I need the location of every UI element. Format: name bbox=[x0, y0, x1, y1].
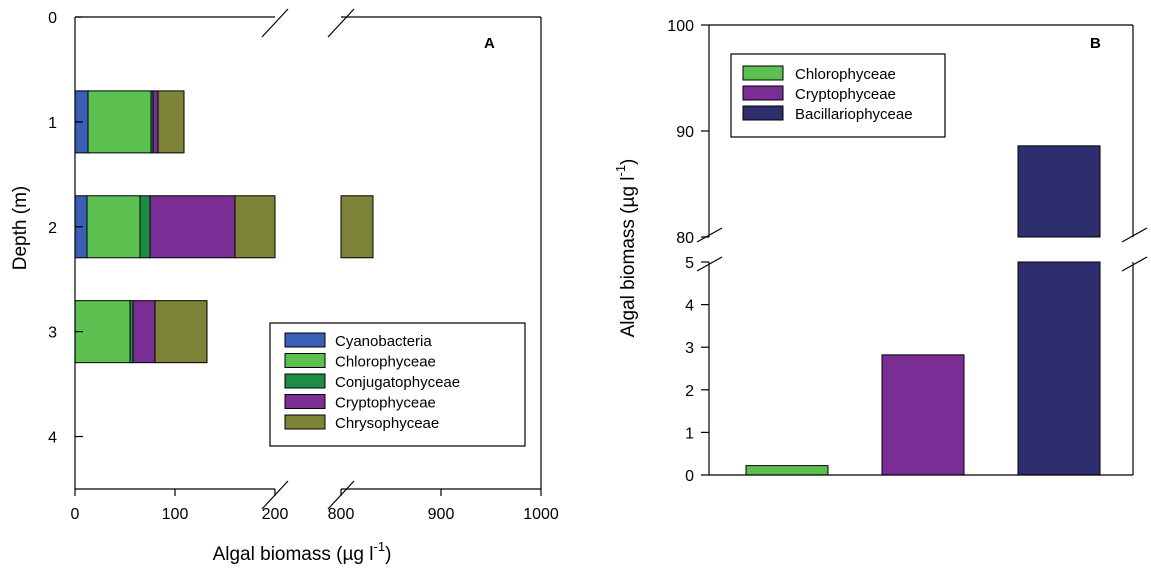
y-tick-label: 1 bbox=[685, 425, 694, 442]
axis-break-mark bbox=[1121, 256, 1148, 272]
y-tick-label: 3 bbox=[685, 340, 694, 357]
panel-b-y-axis-label: Algal biomass (µg l-1) bbox=[613, 159, 639, 338]
axis-break-mark bbox=[1121, 227, 1148, 243]
y-tick-label: 90 bbox=[676, 124, 694, 141]
x-tick-label: 0 bbox=[71, 506, 80, 523]
legend-label: Cyanobacteria bbox=[335, 333, 432, 350]
axis-break-mark bbox=[696, 227, 723, 243]
bar-depth-2-chrysophyceae bbox=[234, 195, 276, 259]
x-tick-label: 200 bbox=[262, 506, 289, 523]
x-tick-label: 100 bbox=[162, 506, 189, 523]
bar-depth-2-chrysophyceae bbox=[340, 195, 374, 259]
y-tick-label: 2 bbox=[48, 220, 57, 237]
y-tick-label: 3 bbox=[48, 325, 57, 342]
axis-break-mark bbox=[261, 8, 289, 38]
y-tick-label: 5 bbox=[685, 255, 694, 272]
legend-swatch bbox=[742, 65, 784, 81]
bar-depth-3-cryptophyceae bbox=[132, 300, 156, 364]
y-tick-label: 80 bbox=[676, 230, 694, 247]
bar-depth-1-chlorophyceae bbox=[87, 90, 152, 154]
legend-label: Conjugatophyceae bbox=[335, 374, 460, 391]
x-tick-label: 900 bbox=[428, 506, 455, 523]
panel-b: 0 1 2 3 4 5 80 90 100 B Algal biomass (µg l-1) C… bbox=[613, 18, 1148, 485]
bar-depth-2-conjugatophyceae bbox=[139, 195, 151, 259]
panel-a-y-axis-label: Depth (m) bbox=[10, 186, 31, 270]
legend-label: Cryptophyceae bbox=[795, 86, 896, 103]
panel-b-legend: Chlorophyceae Cryptophyceae Bacillariophyc… bbox=[730, 53, 946, 138]
bar-cryptophyceae bbox=[881, 354, 965, 476]
panel-b-bars bbox=[745, 145, 1101, 476]
legend-label: Bacillariophyceae bbox=[795, 106, 913, 123]
x-tick-label: 800 bbox=[328, 506, 355, 523]
legend-swatch bbox=[284, 373, 326, 389]
panel-a-bars bbox=[74, 90, 374, 364]
axis-break-mark bbox=[327, 8, 355, 38]
bar-depth-3-chrysophyceae bbox=[154, 300, 208, 364]
panel-a-letter: A bbox=[484, 35, 495, 52]
bar-chlorophyceae bbox=[745, 465, 829, 476]
legend-label: Chlorophyceae bbox=[335, 354, 436, 371]
bar-bacillariophyceae-lower bbox=[1017, 261, 1101, 476]
x-tick-label: 1000 bbox=[523, 506, 559, 523]
y-tick-label: 0 bbox=[48, 10, 57, 27]
y-tick-label: 0 bbox=[685, 468, 694, 485]
y-tick-label: 4 bbox=[48, 430, 57, 447]
bar-depth-2-chlorophyceae bbox=[86, 195, 141, 259]
legend-swatch bbox=[742, 105, 784, 121]
legend-label: Chrysophyceae bbox=[335, 415, 439, 432]
axis-break-mark bbox=[696, 256, 723, 272]
panel-a-x-axis-label: Algal biomass (µg l-1) bbox=[213, 539, 392, 565]
panel-b-letter: B bbox=[1090, 35, 1101, 52]
y-tick-label: 100 bbox=[667, 18, 694, 35]
legend-swatch bbox=[284, 394, 326, 409]
y-tick-label: 4 bbox=[685, 298, 694, 315]
panel-a-ticks: 0 1 2 3 4 0 100 200 800 900 1000 bbox=[48, 10, 559, 523]
panel-b-axes bbox=[696, 24, 1148, 476]
legend-swatch bbox=[284, 414, 326, 430]
legend-swatch bbox=[284, 332, 326, 348]
panel-b-ticks: 0 1 2 3 4 5 80 90 100 bbox=[667, 18, 709, 485]
bar-depth-3-chlorophyceae bbox=[74, 300, 131, 364]
legend-swatch bbox=[284, 353, 326, 368]
legend-label: Cryptophyceae bbox=[335, 395, 436, 412]
y-tick-label: 2 bbox=[685, 383, 694, 400]
legend-swatch bbox=[742, 85, 784, 101]
bar-depth-2-cryptophyceae bbox=[149, 195, 236, 259]
bar-depth-1-cryptophyceae bbox=[152, 90, 159, 154]
panel-a: 0 1 2 3 4 0 100 200 800 900 1000 A Algal biomass (… bbox=[10, 8, 559, 565]
bar-depth-1-chrysophyceae bbox=[157, 90, 185, 154]
legend-label: Chlorophyceae bbox=[795, 66, 896, 83]
bar-bacillariophyceae-upper bbox=[1017, 145, 1101, 238]
panel-a-legend: Cyanobacteria Chlorophyceae Conjugatophyce… bbox=[269, 322, 526, 447]
y-tick-label: 1 bbox=[48, 115, 57, 132]
